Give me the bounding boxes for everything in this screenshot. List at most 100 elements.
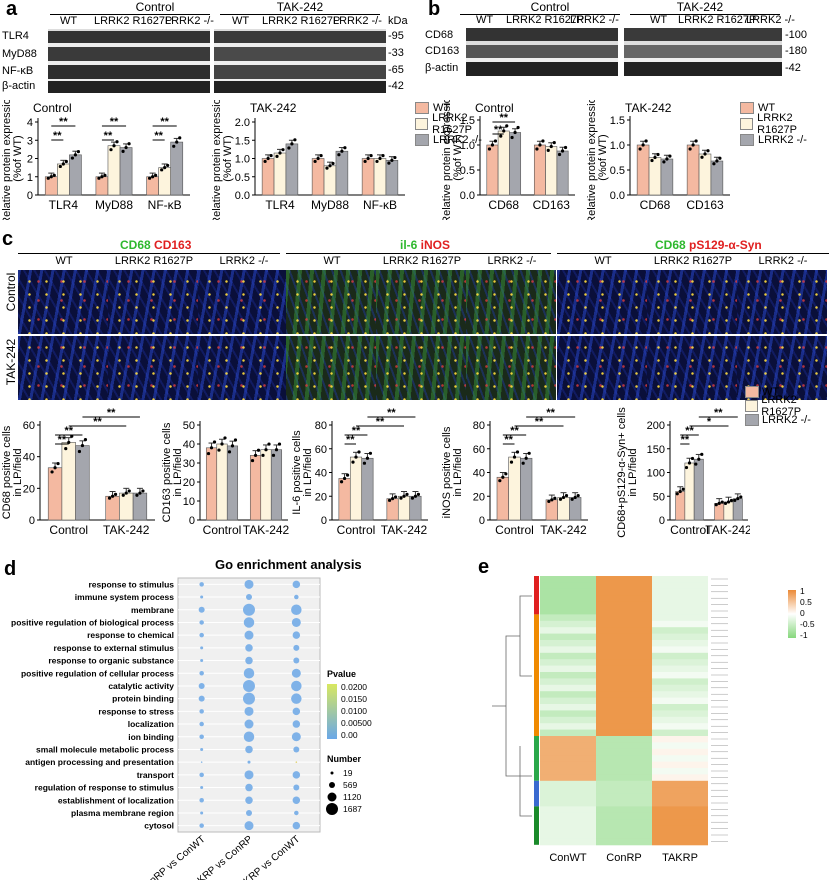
heatmap-cell	[652, 800, 708, 807]
heatmap-cell	[540, 742, 596, 750]
x-tick-label: MyD88	[95, 198, 133, 212]
heatmap-cell	[540, 614, 596, 622]
panel-e-label: e	[478, 556, 490, 578]
enrichment-dot	[292, 821, 301, 830]
heatmap-cell	[652, 793, 708, 801]
bar	[261, 158, 275, 196]
heatmap-cell	[652, 723, 708, 731]
sig-label: **	[107, 407, 116, 419]
data-point	[662, 160, 666, 164]
enrichment-dot	[293, 657, 300, 664]
data-point	[393, 495, 398, 499]
enrichment-dot	[200, 595, 204, 599]
number-legend-dot	[329, 782, 335, 788]
data-point	[678, 489, 682, 494]
enrichment-dot	[246, 809, 252, 816]
heatmap-cell	[652, 774, 708, 782]
bar	[132, 492, 148, 521]
heatmap-cell	[540, 678, 596, 686]
bar	[44, 176, 58, 196]
legend-b: WT LRRK2 R1627P LRRK2 -/-	[740, 100, 830, 148]
micrograph-col-label: LRRK2 -/-	[487, 255, 537, 267]
chart-c-il6: 0 20 40 60 80 IL-6 positive cells in LP/field C…	[291, 407, 428, 537]
heatmap-cell	[540, 819, 596, 827]
data-point	[521, 461, 525, 465]
enrichment-dot	[199, 734, 204, 739]
enrichment-dot	[243, 731, 255, 742]
data-point	[148, 176, 152, 180]
heatmap-cell	[540, 672, 596, 679]
data-point	[363, 159, 367, 164]
term-label: response to stress	[98, 706, 174, 716]
x-tick-label: TLR4	[265, 198, 295, 212]
micrograph-col-label: LRRK2 R1627P	[114, 255, 194, 267]
chart-e-heatmap: ConWT ConRP TAKRP 10.50-0.5-1	[492, 576, 815, 864]
y-tick-label: 40	[183, 439, 195, 451]
enrichment-dot	[200, 747, 204, 751]
legend-c-swatch-rp	[745, 400, 759, 412]
data-point	[715, 159, 719, 163]
data-point	[178, 136, 182, 140]
bar	[323, 165, 337, 196]
heatmap-cell	[596, 665, 652, 673]
heatmap-cell	[652, 582, 708, 590]
term-label: immune system process	[75, 592, 174, 602]
heatmap-cell	[652, 633, 708, 641]
pvalue-tick: 0.0100	[341, 706, 367, 716]
sig-label: *	[707, 416, 712, 428]
data-point	[53, 466, 57, 470]
enrichment-dot	[244, 706, 254, 716]
data-point	[390, 497, 395, 501]
heatmap-cell	[596, 672, 652, 679]
heatmap-cell	[540, 691, 596, 699]
micrograph-col-label: WT	[323, 255, 341, 267]
bar	[57, 163, 70, 196]
heatmap-cell	[652, 595, 708, 603]
data-point	[504, 472, 508, 476]
data-point	[505, 124, 509, 128]
heatmap-cell	[540, 659, 596, 667]
data-point	[163, 166, 167, 170]
y-axis-label: in LP/field	[452, 448, 464, 496]
heatmap-cell	[652, 716, 708, 724]
data-point	[97, 176, 101, 180]
panel-b-row-cd163: CD163	[425, 45, 460, 57]
data-point	[687, 461, 692, 465]
enrichment-dot	[244, 821, 254, 831]
heatmap-cell	[540, 608, 596, 615]
y-tick-label: 0	[321, 515, 327, 527]
heatmap-cell	[540, 812, 596, 820]
data-point	[113, 492, 118, 496]
heatmap-cell	[652, 819, 708, 827]
legend-b-item-rp: LRRK2 R1627P	[740, 112, 830, 136]
heatmap-cell	[652, 691, 708, 699]
term-label: antigen processing and presentation	[25, 757, 174, 767]
heatmap-cell	[596, 620, 652, 628]
y-tick-label: 20	[473, 491, 485, 503]
y-tick-label: 0.5	[235, 172, 250, 184]
sig-label: **	[504, 434, 513, 446]
micrograph-image	[466, 336, 556, 400]
data-point	[573, 495, 577, 500]
data-point	[351, 460, 355, 464]
enrichment-dot	[243, 603, 255, 616]
sig-label: **	[546, 407, 555, 419]
panel-b-control-bracket	[460, 14, 620, 15]
data-point	[697, 457, 701, 461]
bar	[226, 445, 239, 521]
cluster-bar	[534, 780, 539, 807]
data-point	[110, 494, 115, 498]
enrichment-dot	[199, 632, 204, 638]
data-point	[166, 163, 170, 168]
legend-c-item-rp: LRRK2 R1627P	[745, 394, 831, 418]
sig-label: **	[93, 416, 102, 428]
heatmap-cell	[596, 787, 652, 795]
bar	[170, 141, 184, 196]
enrichment-dot	[292, 580, 301, 589]
enrichment-dot	[291, 604, 302, 615]
sig-label: **	[346, 434, 355, 446]
bar	[660, 158, 674, 196]
enrichment-dot	[199, 823, 204, 828]
data-point	[127, 142, 131, 146]
data-point	[726, 500, 731, 504]
